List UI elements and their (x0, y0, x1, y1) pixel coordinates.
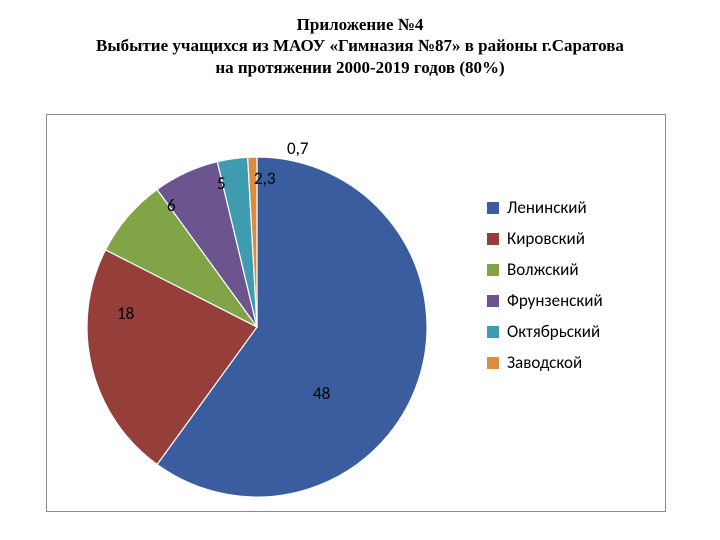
legend-label: Октябрьский (507, 321, 600, 342)
legend-swatch (487, 326, 499, 338)
legend-swatch (487, 202, 499, 214)
pie-data-label: 0,7 (287, 138, 309, 159)
legend-label: Заводской (507, 352, 582, 373)
legend-item: Волжский (487, 259, 603, 280)
legend-swatch (487, 357, 499, 369)
page: { "title": { "line1": "Приложение №4", "… (0, 0, 720, 540)
chart-area: 48 18 6 5 2,3 0,7 Ленинский Кировский Волжский Ф… (46, 114, 666, 512)
legend-label: Ленинский (507, 197, 587, 218)
legend-label: Фрунзенский (507, 290, 603, 311)
title-line-1: Приложение №4 (0, 14, 720, 35)
pie-data-label: 18 (117, 303, 134, 324)
pie-slices (87, 157, 427, 497)
legend-swatch (487, 264, 499, 276)
title-line-2: Выбытие учащихся из МАОУ «Гимназия №87» … (0, 35, 720, 56)
pie-data-label: 2,3 (254, 168, 275, 189)
legend-label: Волжский (507, 259, 579, 280)
legend-swatch (487, 233, 499, 245)
legend-item: Октябрьский (487, 321, 603, 342)
chart-title: Приложение №4 Выбытие учащихся из МАОУ «… (0, 0, 720, 78)
pie-data-label: 6 (167, 195, 176, 216)
legend-item: Ленинский (487, 197, 603, 218)
legend-item: Кировский (487, 228, 603, 249)
legend-item: Заводской (487, 352, 603, 373)
title-line-3: на протяжении 2000-2019 годов (80%) (0, 57, 720, 78)
legend-swatch (487, 295, 499, 307)
pie-data-label: 48 (313, 383, 330, 404)
legend-item: Фрунзенский (487, 290, 603, 311)
pie-chart: 48 18 6 5 2,3 0,7 (77, 137, 437, 497)
pie-data-label: 5 (217, 173, 226, 194)
pie-svg: 48 18 6 5 2,3 0,7 (77, 137, 437, 517)
legend: Ленинский Кировский Волжский Фрунзенский Окт… (487, 197, 603, 383)
legend-label: Кировский (507, 228, 585, 249)
